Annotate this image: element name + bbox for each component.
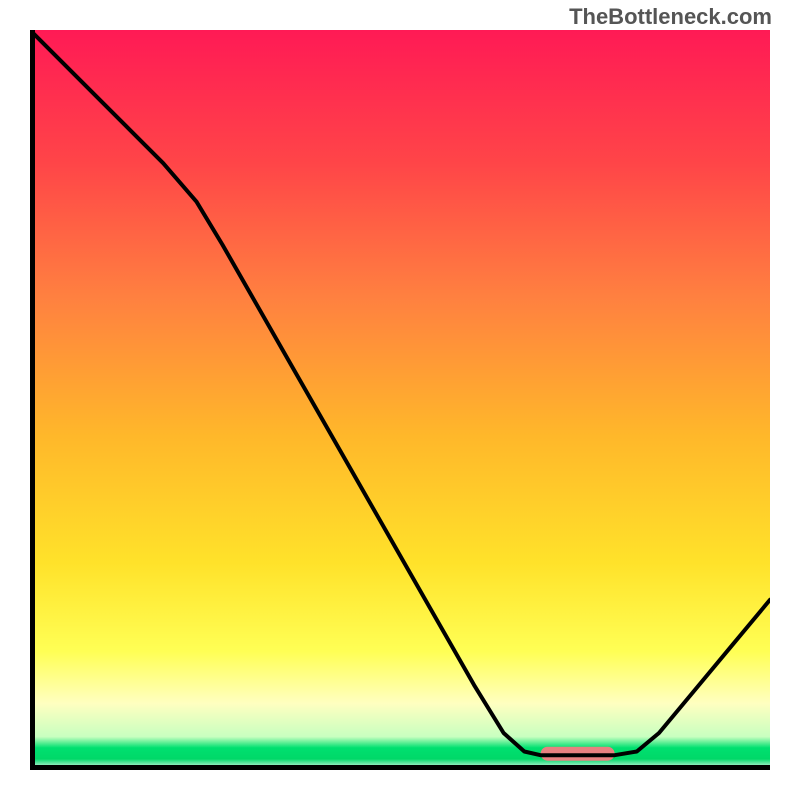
watermark-text: TheBottleneck.com	[569, 4, 772, 30]
chart-svg	[30, 30, 770, 770]
bottleneck-chart	[30, 30, 770, 770]
